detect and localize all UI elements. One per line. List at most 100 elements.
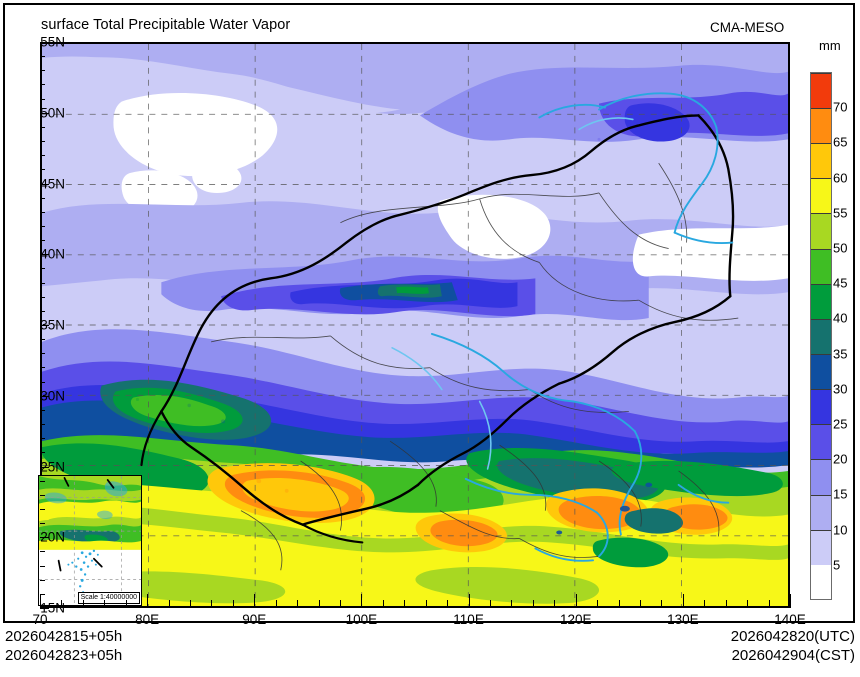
- x-tick-minor: [425, 600, 427, 608]
- x-axis-label: 140E: [774, 612, 806, 627]
- colorbar-unit-label: mm: [819, 38, 841, 53]
- model-label: CMA-MESO: [710, 20, 785, 35]
- y-tick-minor: [40, 197, 45, 199]
- y-tick-minor: [40, 126, 45, 128]
- y-tick-minor: [40, 240, 45, 242]
- y-axis-label: 45N: [40, 176, 65, 191]
- x-tick-minor: [768, 600, 770, 608]
- colorbar-band: [811, 354, 831, 390]
- x-tick-major: [254, 594, 256, 608]
- colorbar[interactable]: [810, 72, 832, 600]
- y-tick-minor: [40, 438, 45, 440]
- colorbar-band: [811, 178, 831, 214]
- colorbar-band: [811, 213, 831, 249]
- colorbar-band: [811, 248, 831, 284]
- y-tick-minor: [40, 155, 45, 157]
- x-tick-minor: [104, 600, 106, 608]
- footer-right: 2026042820(UTC) 2026042904(CST): [731, 627, 855, 665]
- x-tick-minor: [725, 600, 727, 608]
- x-tick-minor: [447, 600, 449, 608]
- colorbar-tick-label: 70: [833, 99, 848, 115]
- x-tick-major: [575, 594, 577, 608]
- x-tick-minor: [61, 600, 63, 608]
- colorbar-tick-label: 65: [833, 134, 848, 150]
- colorbar-band: [811, 108, 831, 144]
- x-axis-label: 100E: [345, 612, 378, 627]
- x-tick-minor: [168, 600, 170, 608]
- y-tick-major: [40, 395, 49, 397]
- footer-left-line1: 2026042815+05h: [5, 628, 123, 645]
- x-axis-label: 80E: [135, 612, 160, 627]
- x-tick-minor: [404, 600, 406, 608]
- precipitable-water-field: [42, 44, 788, 606]
- x-tick-minor: [511, 600, 513, 608]
- y-axis-label: 25N: [40, 459, 65, 474]
- x-tick-minor: [318, 600, 320, 608]
- y-axis-label: 40N: [40, 246, 65, 262]
- colorbar-band: [811, 318, 831, 355]
- y-tick-minor: [40, 296, 45, 298]
- colorbar-tick-label: 25: [833, 416, 848, 432]
- y-axis-label: 20N: [40, 529, 65, 545]
- y-tick-minor: [40, 452, 45, 454]
- y-tick-minor: [40, 56, 45, 58]
- y-tick-minor: [40, 381, 45, 383]
- footer-left: 2026042815+05h 2026042823+05h: [5, 627, 122, 665]
- y-tick-minor: [40, 551, 45, 553]
- y-tick-major: [40, 325, 49, 326]
- y-axis-label: 50N: [40, 105, 65, 121]
- colorbar-tick-label: 30: [833, 381, 848, 397]
- x-tick-minor: [640, 600, 641, 608]
- y-tick-major: [40, 112, 49, 114]
- colorbar-tick-label: 60: [833, 170, 848, 186]
- y-tick-major: [40, 183, 49, 185]
- colorbar-band: [811, 459, 831, 495]
- y-tick-minor: [40, 141, 45, 143]
- y-tick-minor: [40, 98, 45, 100]
- y-axis-label: 35N: [40, 317, 65, 333]
- colorbar-band: [811, 529, 831, 565]
- x-tick-minor: [618, 600, 620, 608]
- y-axis-label: 15N: [40, 600, 65, 616]
- x-tick-minor: [190, 600, 191, 608]
- y-tick-minor: [40, 367, 45, 369]
- footer-left-line2: 2026042823+05h: [5, 647, 123, 664]
- x-tick-minor: [661, 600, 663, 608]
- colorbar-tick-label: 35: [833, 346, 848, 362]
- x-tick-minor: [125, 600, 127, 608]
- x-tick-minor: [704, 600, 706, 608]
- colorbar-tick-label: 10: [833, 522, 848, 538]
- x-tick-minor: [82, 600, 84, 608]
- inset-map-canvas: [39, 476, 141, 605]
- y-axis-label: 55N: [40, 34, 65, 50]
- colorbar-tick-label: 15: [833, 486, 848, 502]
- y-tick-minor: [40, 268, 45, 270]
- colorbar-band: [811, 564, 831, 599]
- y-tick-minor: [40, 494, 45, 496]
- y-tick-minor: [40, 480, 45, 482]
- y-tick-minor: [40, 225, 45, 227]
- colorbar-tick-label: 50: [833, 240, 848, 256]
- y-tick-major: [40, 466, 49, 468]
- x-tick-minor: [297, 600, 299, 608]
- colorbar-tick-label: 5: [833, 557, 841, 573]
- x-tick-minor: [747, 600, 749, 608]
- colorbar-band: [811, 283, 831, 319]
- y-tick-minor: [40, 282, 45, 284]
- x-tick-minor: [490, 600, 491, 608]
- x-tick-major: [40, 594, 41, 608]
- x-tick-minor: [232, 600, 234, 608]
- y-tick-minor: [40, 169, 45, 171]
- y-tick-major: [40, 537, 49, 539]
- y-tick-minor: [40, 409, 45, 411]
- y-tick-minor: [40, 353, 45, 355]
- x-axis-label: 130E: [667, 612, 699, 627]
- inset-map[interactable]: Scale 1:40000000: [38, 475, 142, 606]
- page-title: surface Total Precipitable Water Vapor: [41, 17, 291, 33]
- colorbar-tick-label: 20: [833, 451, 848, 467]
- x-axis-label: 110E: [453, 612, 484, 627]
- footer-right-line1: 2026042820(UTC): [730, 628, 855, 645]
- x-tick-major: [468, 594, 470, 608]
- map-plot-area[interactable]: Scale 1:20000000 No:GS (2019) 1786: [40, 42, 790, 608]
